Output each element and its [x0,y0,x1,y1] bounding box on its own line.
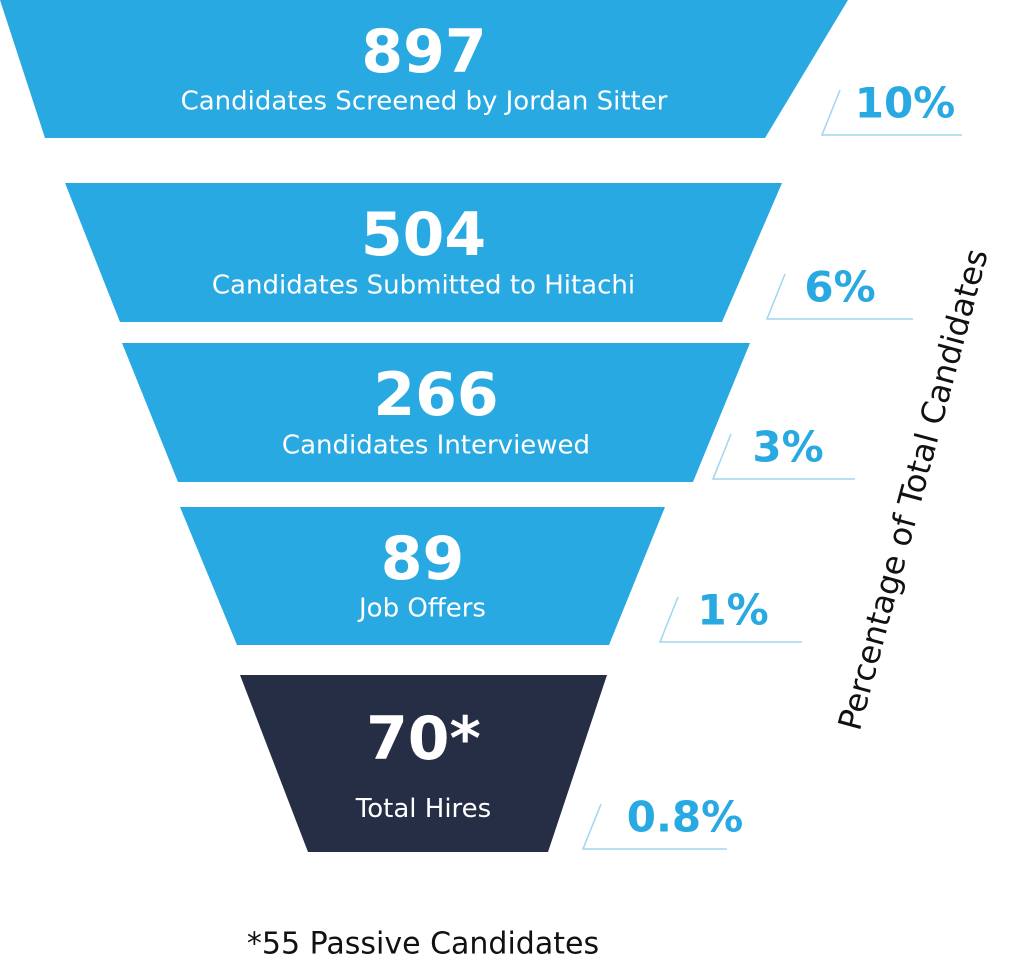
funnel-stage [0,0,848,138]
percent-rule [765,273,913,320]
stage-percent: 6% [804,263,875,312]
stage-percent: 10% [855,79,956,128]
stage-value: 897 [361,17,486,87]
percent-rule [820,89,962,136]
percent-rule [581,803,727,850]
stage-label: Candidates Screened by Jordan Sitter [181,87,668,117]
percent-rule [658,596,802,643]
footnote: *55 Passive Candidates [247,927,599,962]
funnel-stage [180,507,665,645]
percent-rule [711,433,855,480]
stage-label: Job Offers [357,594,486,624]
stage-value: 266 [373,360,498,430]
stage-value: 89 [381,524,465,594]
stage-percent: 0.8% [627,793,743,842]
stage-label: Total Hires [355,794,491,824]
stage-value: 504 [361,200,486,270]
stage-percent: 3% [752,423,823,472]
funnel-stage [240,675,607,852]
funnel-stage [65,183,782,322]
funnel-stage [122,343,750,482]
stage-value: 70* [366,704,481,774]
stage-label: Candidates Submitted to Hitachi [212,270,635,300]
side-label: Percentage of Total Candidates [830,245,995,734]
stage-label: Candidates Interviewed [282,430,590,460]
stage-percent: 1% [697,586,768,635]
